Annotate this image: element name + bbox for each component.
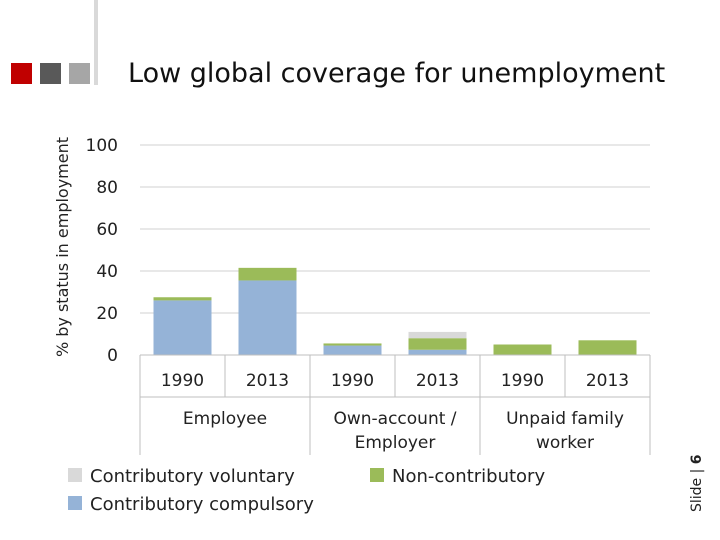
bar-segment: [323, 343, 382, 346]
y-tick-label: 100: [86, 136, 118, 156]
legend-label: Contributory voluntary: [90, 466, 295, 487]
x-tick-label: 2013: [416, 371, 459, 391]
y-axis-label: % by status in employment: [53, 137, 72, 357]
header-divider: [94, 0, 98, 85]
bar-segment: [408, 349, 467, 355]
bar-segment: [238, 267, 297, 281]
brand-square-light-gray: [69, 63, 90, 84]
y-tick-label: 40: [96, 262, 118, 282]
y-tick-label: 20: [96, 304, 118, 324]
group-label: Employer: [355, 433, 436, 453]
bar-segment: [578, 340, 637, 355]
slide-number-label: Slide | 6: [689, 454, 705, 512]
legend-swatch: [68, 468, 82, 482]
y-tick-label: 0: [107, 346, 118, 366]
bar-segment: [153, 300, 212, 355]
brand-square-dark-gray: [40, 63, 61, 84]
bar-segment: [153, 297, 212, 301]
y-tick-label: 80: [96, 178, 118, 198]
group-label: worker: [536, 433, 594, 453]
slide-label: Slide: [689, 477, 705, 512]
x-tick-label: 1990: [331, 371, 374, 391]
x-tick-label: 1990: [501, 371, 544, 391]
group-label: Employee: [183, 409, 267, 429]
legend-swatch: [370, 468, 384, 482]
bar-segment: [238, 280, 297, 355]
x-tick-label: 2013: [586, 371, 629, 391]
x-tick-label: 2013: [246, 371, 289, 391]
bar-segment: [408, 331, 467, 339]
y-tick-label: 60: [96, 220, 118, 240]
group-label: Own-account /: [333, 409, 456, 429]
legend-label: Non-contributory: [392, 466, 545, 487]
slide-number: 6: [689, 454, 705, 465]
bar-segment: [408, 338, 467, 350]
legend-swatch: [68, 496, 82, 510]
slide-separator: |: [689, 468, 705, 474]
group-label: Unpaid family: [506, 409, 624, 429]
legend-label: Contributory compulsory: [90, 494, 314, 515]
x-tick-label: 1990: [161, 371, 204, 391]
bar-segment: [323, 345, 382, 355]
brand-square-red: [11, 63, 32, 84]
page-title: Low global coverage for unemployment: [128, 58, 666, 89]
bar-segment: [493, 344, 552, 355]
